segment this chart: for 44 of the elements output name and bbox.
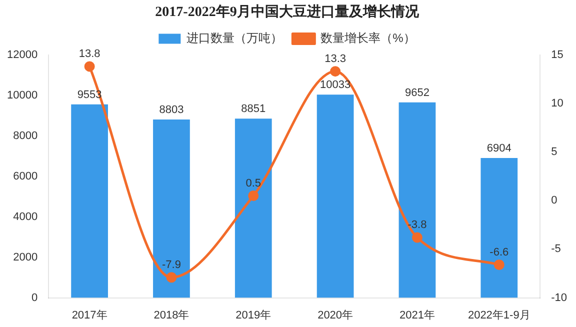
legend-label: 进口数量（万吨） [186, 31, 283, 46]
x-tick-label: 2022年1-9月 [468, 309, 530, 322]
point [84, 61, 95, 72]
x-tick-label: 2017年 [72, 309, 108, 322]
data-label: 6904 [486, 142, 512, 155]
y2-tick-label: 15 [551, 48, 564, 61]
y2-tick-label: 0 [551, 194, 558, 207]
bar [398, 102, 436, 298]
data-label: 10033 [320, 79, 351, 92]
data-label: 13.3 [324, 52, 346, 65]
data-label: 8803 [159, 104, 184, 116]
data-label: -6.6 [490, 246, 509, 258]
bar [153, 120, 190, 298]
y-tick-label: 8000 [13, 130, 38, 142]
bar [234, 118, 272, 298]
point [248, 190, 259, 201]
legend-label: 数量增长率（%） [320, 31, 416, 46]
data-label: 13.8 [78, 48, 100, 60]
data-label: 8851 [241, 103, 266, 116]
y-tick-label: 12000 [6, 48, 38, 61]
point [330, 66, 341, 77]
data-label: -7.9 [162, 258, 181, 271]
y2-tick-label: -5 [551, 243, 561, 256]
y-tick-label: 0 [31, 292, 38, 304]
y2-tick-label: -10 [551, 292, 568, 304]
y-tick-label: 10000 [6, 89, 38, 102]
y2-tick-label: 5 [551, 146, 558, 158]
y-tick-label: 2000 [13, 251, 38, 264]
x-tick-label: 2020年 [318, 309, 354, 322]
bar [316, 94, 354, 298]
bar [71, 104, 108, 298]
bar [480, 158, 518, 298]
x-tick-label: 2021年 [399, 309, 435, 322]
x-tick-label: 2018年 [154, 309, 190, 322]
y-tick-label: 4000 [13, 210, 38, 223]
x-tick-label: 2019年 [236, 309, 272, 322]
data-label: 9652 [404, 86, 430, 99]
chart-title: 2017-2022年9月中国大豆进口量及增长情况 [155, 4, 420, 20]
point [412, 232, 422, 243]
point [166, 272, 177, 283]
point [494, 260, 504, 270]
y2-tick-label: 10 [551, 97, 564, 110]
data-label: 0.5 [246, 177, 262, 190]
y-tick-label: 6000 [13, 170, 38, 182]
